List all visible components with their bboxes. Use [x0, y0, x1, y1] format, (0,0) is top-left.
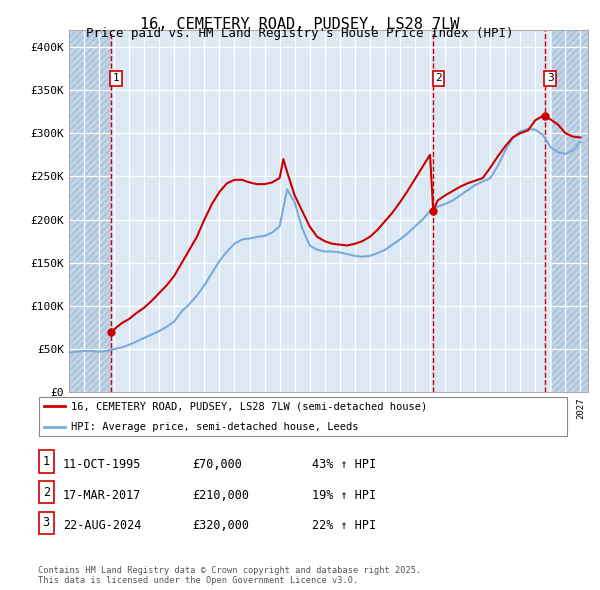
- Bar: [69, 30, 111, 392]
- Text: 2: 2: [43, 486, 50, 499]
- Text: 16, CEMETERY ROAD, PUDSEY, LS28 7LW (semi-detached house): 16, CEMETERY ROAD, PUDSEY, LS28 7LW (sem…: [71, 401, 427, 411]
- Text: 3: 3: [43, 516, 50, 529]
- Text: 19% ↑ HPI: 19% ↑ HPI: [312, 489, 376, 502]
- FancyBboxPatch shape: [38, 512, 54, 534]
- Text: 17-MAR-2017: 17-MAR-2017: [63, 489, 142, 502]
- Text: Contains HM Land Registry data © Crown copyright and database right 2025.
This d: Contains HM Land Registry data © Crown c…: [38, 566, 421, 585]
- Text: 11-OCT-1995: 11-OCT-1995: [63, 458, 142, 471]
- FancyBboxPatch shape: [38, 481, 54, 503]
- Bar: [552, 30, 588, 392]
- Text: £210,000: £210,000: [192, 489, 249, 502]
- Text: £320,000: £320,000: [192, 519, 249, 532]
- Text: 2: 2: [435, 74, 442, 83]
- Text: 1: 1: [113, 74, 119, 83]
- Text: £70,000: £70,000: [192, 458, 242, 471]
- FancyBboxPatch shape: [38, 450, 54, 473]
- Text: 1: 1: [43, 455, 50, 468]
- Text: HPI: Average price, semi-detached house, Leeds: HPI: Average price, semi-detached house,…: [71, 422, 358, 432]
- Text: 3: 3: [547, 74, 554, 83]
- Text: 43% ↑ HPI: 43% ↑ HPI: [312, 458, 376, 471]
- Text: Price paid vs. HM Land Registry's House Price Index (HPI): Price paid vs. HM Land Registry's House …: [86, 27, 514, 40]
- Text: 16, CEMETERY ROAD, PUDSEY, LS28 7LW: 16, CEMETERY ROAD, PUDSEY, LS28 7LW: [140, 17, 460, 31]
- FancyBboxPatch shape: [38, 398, 568, 435]
- Text: 22-AUG-2024: 22-AUG-2024: [63, 519, 142, 532]
- Text: 22% ↑ HPI: 22% ↑ HPI: [312, 519, 376, 532]
